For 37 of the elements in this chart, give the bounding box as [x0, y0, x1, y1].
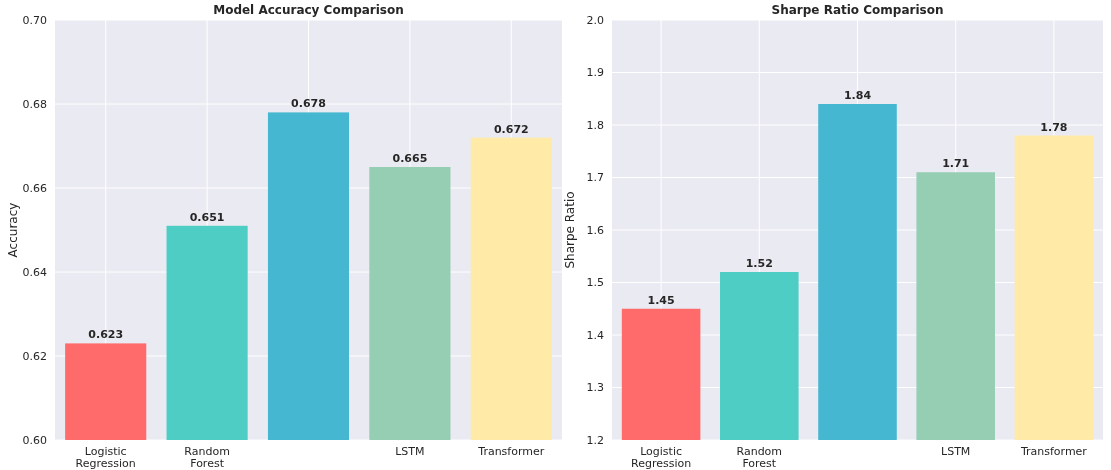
y-tick-label: 0.66 [22, 181, 47, 195]
data-label: 1.45 [647, 293, 675, 307]
y-tick-label: 0.60 [22, 433, 47, 447]
y-tick-label: 2.0 [586, 13, 604, 27]
y-tick-label: 1.2 [586, 433, 604, 447]
y-tick-label: 1.7 [586, 171, 604, 185]
x-tick-label: Random Forest [184, 445, 230, 470]
data-label: 0.623 [88, 328, 124, 342]
y-tick-label: 0.68 [22, 97, 47, 111]
y-tick-label: 1.8 [586, 118, 604, 132]
y-tick-label: 0.70 [22, 13, 47, 27]
x-tick-label: Random Forest [736, 445, 783, 470]
chart-title: Sharpe Ratio Comparison [771, 3, 944, 17]
y-axis-title: Accuracy [6, 202, 20, 258]
y-tick-label: 1.9 [586, 66, 604, 80]
y-tick-label: 1.3 [586, 381, 604, 395]
x-tick-label: Logistic Regression [75, 445, 136, 470]
data-label: 1.84 [843, 89, 872, 102]
x-tick-label: Transformer [1019, 445, 1088, 458]
chart-title: Model Accuracy Comparison [213, 3, 404, 17]
y-tick-label: 0.64 [22, 265, 47, 279]
y-tick-label: 1.5 [586, 276, 604, 290]
y-axis-title: Sharpe Ratio [563, 191, 577, 269]
data-label: 0.651 [189, 210, 225, 224]
data-label: 1.52 [745, 257, 773, 270]
x-tick-label: LSTM [395, 445, 425, 458]
x-tick-label: Transformer [477, 445, 545, 458]
data-label: 0.672 [493, 122, 529, 136]
data-label: 0.678 [291, 97, 326, 111]
x-tick-label: LSTM [941, 445, 971, 458]
data-label: 0.665 [392, 152, 428, 165]
y-tick-label: 1.4 [586, 328, 604, 342]
data-label: 1.78 [1040, 120, 1068, 134]
y-tick-label: 1.6 [586, 223, 604, 237]
y-tick-label: 0.62 [22, 349, 47, 363]
data-label: 1.71 [942, 157, 970, 171]
x-tick-label: Logistic Regression [631, 445, 692, 470]
